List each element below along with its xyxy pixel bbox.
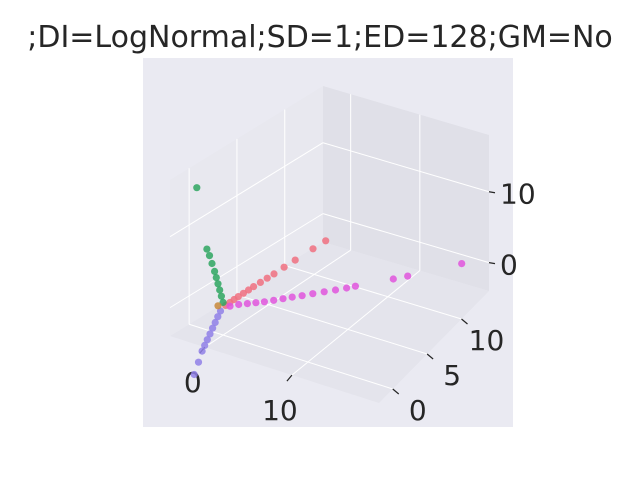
data-point [194, 358, 203, 366]
grid-line-z-side [169, 213, 324, 309]
y-tick-label: 10 [469, 324, 505, 357]
data-point [198, 347, 206, 355]
data-point [239, 289, 247, 297]
data-point [212, 274, 220, 282]
data-point [243, 300, 251, 308]
data-point [216, 286, 224, 294]
grid-line-z-side [169, 142, 324, 238]
data-points [190, 184, 466, 379]
data-point [322, 237, 330, 245]
floor-pane [170, 242, 489, 403]
data-point [214, 313, 222, 321]
data-point [404, 272, 412, 280]
data-point [288, 293, 296, 301]
data-point [280, 263, 288, 271]
data-point [279, 295, 287, 303]
data-point [270, 270, 278, 278]
data-point [260, 298, 268, 306]
data-point [458, 260, 466, 268]
y-tick-mark [392, 388, 400, 395]
data-point [244, 286, 253, 294]
data-point [193, 184, 201, 192]
z-tick-mark [488, 262, 496, 265]
x-tick-mark [286, 374, 293, 382]
data-point [270, 296, 278, 304]
data-point [211, 267, 219, 275]
z-tick-mark [488, 191, 496, 194]
data-point [291, 256, 299, 264]
x-tick-label: 10 [262, 394, 298, 427]
data-point [208, 259, 216, 268]
grid-line-z-back [322, 142, 490, 193]
back-pane-x [323, 86, 489, 291]
data-point [190, 370, 198, 379]
data-point [214, 302, 222, 310]
data-point [343, 284, 351, 292]
data-point [209, 324, 217, 332]
data-point [234, 293, 242, 301]
y-tick-label: 0 [409, 394, 427, 427]
data-point [256, 278, 264, 286]
y-tick-label: 5 [443, 359, 461, 392]
data-point [211, 318, 219, 327]
grid-line-y-floor [284, 265, 462, 320]
data-point [309, 245, 317, 253]
grid-line-y-floor [236, 294, 428, 355]
data-point [309, 290, 317, 298]
data-point [351, 282, 359, 290]
data-point [389, 275, 397, 283]
data-point [226, 302, 234, 310]
data-point [201, 341, 209, 349]
data-point [235, 300, 243, 309]
z-tick-label: 10 [500, 178, 536, 211]
data-point [214, 280, 222, 288]
data-point [263, 274, 271, 282]
data-point [250, 283, 258, 291]
y-tick-mark [461, 318, 468, 325]
data-point [206, 330, 214, 338]
data-point [298, 292, 306, 300]
data-point [203, 245, 211, 253]
x-tick-label: 0 [184, 366, 202, 399]
data-point [219, 298, 227, 306]
grid-line-z-back [322, 213, 490, 264]
data-point [252, 299, 260, 307]
chart-title: ;DI=LogNormal;SD=1;ED=128;GM=No [27, 20, 613, 55]
data-point [331, 286, 340, 294]
y-tick-mark [426, 353, 434, 360]
data-point [217, 292, 225, 300]
grid [169, 94, 490, 390]
grid-line-y-floor [188, 323, 393, 390]
data-point [320, 288, 328, 296]
data-point [205, 252, 214, 260]
z-tick-label: 0 [500, 249, 518, 282]
grid-line-x-floor [204, 249, 351, 348]
data-point [203, 336, 211, 344]
grid-line-x-floor [291, 270, 421, 376]
